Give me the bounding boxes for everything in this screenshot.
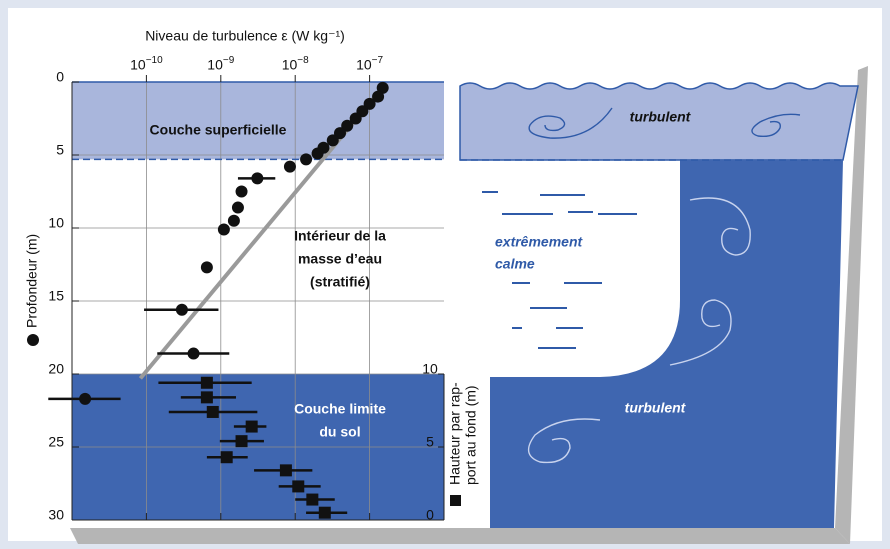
- y-legend-marker: [27, 334, 39, 346]
- y-tick-label: 15: [48, 288, 64, 304]
- wall-shadow: [835, 66, 868, 544]
- data-point: [333, 127, 346, 140]
- data-point: [200, 261, 213, 274]
- y2-tick-label: 10: [422, 361, 438, 377]
- data-point: [235, 435, 248, 448]
- bottom-eddies: [527, 197, 751, 464]
- layer-label: Intérieur de la: [294, 228, 386, 244]
- bottom-water: [490, 160, 843, 528]
- y-tick-label: 20: [48, 361, 64, 377]
- data-point: [206, 405, 219, 418]
- data-point: [311, 147, 324, 160]
- schematic: [70, 66, 868, 544]
- data-point: [231, 201, 244, 214]
- data-point: [200, 376, 213, 389]
- surface-water: [459, 82, 859, 161]
- x-axis-label: Niveau de turbulence ε (W kg⁻¹): [145, 28, 345, 44]
- data-point: [349, 112, 362, 125]
- data-point: [326, 134, 339, 147]
- data-point: [235, 185, 248, 198]
- data-point: [300, 153, 313, 166]
- data-point: [227, 214, 240, 227]
- data-point: [372, 90, 385, 103]
- data-point: [187, 347, 200, 360]
- layer-label: Couche limite: [294, 401, 386, 417]
- layer-label: (stratifié): [310, 274, 370, 290]
- schematic-label: extrêmement: [495, 234, 583, 250]
- schematic-label: calme: [495, 256, 535, 272]
- data-point: [251, 172, 264, 185]
- y2-tick-label: 5: [426, 434, 434, 450]
- data-point: [292, 480, 305, 493]
- data-point: [175, 303, 188, 316]
- y-axis-label: Profondeur (m): [24, 234, 40, 328]
- layer-band: [72, 82, 444, 160]
- y2-axis-label: port au fond (m): [463, 385, 479, 485]
- data-point: [279, 464, 292, 477]
- data-point: [283, 160, 296, 173]
- y2-axis-label: Hauteur par rap-: [447, 382, 463, 485]
- y-tick-label: 5: [56, 142, 64, 158]
- y-tick-label: 30: [48, 507, 64, 523]
- schematic-label: turbulent: [630, 109, 692, 125]
- floor-shadow: [70, 528, 850, 544]
- surface-eddies: [528, 107, 801, 139]
- layer-label: masse d’eau: [298, 251, 382, 267]
- y-tick-label: 10: [48, 215, 64, 231]
- data-point: [200, 391, 213, 404]
- data-point: [318, 506, 331, 519]
- y2-tick-label: 0: [426, 507, 434, 523]
- y-tick-label: 0: [56, 69, 64, 85]
- data-point: [79, 392, 92, 405]
- data-point: [341, 119, 354, 132]
- data-point: [220, 451, 233, 464]
- data-point: [245, 420, 258, 433]
- layer-label: Couche superficielle: [150, 122, 287, 138]
- calm-dashes: [482, 191, 637, 349]
- y-tick-label: 25: [48, 434, 64, 450]
- y2-legend-marker: [450, 495, 461, 506]
- layer-label: du sol: [319, 424, 360, 440]
- data-point: [306, 493, 319, 506]
- schematic-label: turbulent: [625, 400, 687, 416]
- data-point: [363, 97, 376, 110]
- data-point: [217, 223, 230, 236]
